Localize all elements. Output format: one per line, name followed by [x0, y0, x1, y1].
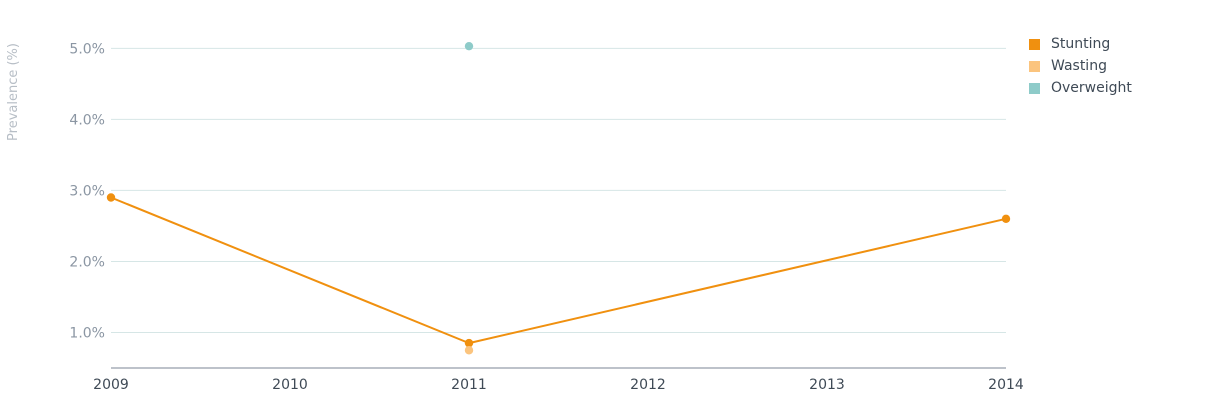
data-point	[464, 41, 474, 51]
series-wasting	[464, 346, 474, 355]
y-axis-title: Prevalence (%)	[6, 43, 21, 141]
series-stunting	[106, 193, 1011, 348]
series-overweight	[464, 41, 474, 51]
data-point	[106, 193, 116, 202]
legend-swatch	[1029, 38, 1040, 50]
legend-item-overweight[interactable]: Overweight	[1029, 77, 1132, 99]
y-tick-label: 3.0%	[69, 183, 105, 199]
grid	[111, 47, 1006, 333]
legend: Stunting Wasting Overweight	[1029, 33, 1132, 99]
x-tick-label: 2014	[988, 377, 1024, 393]
axes: Prevalence (%) 1.0% 2.0% 3.0% 4.0% 5.0% 2009 2…	[6, 41, 1024, 393]
legend-label: Overweight	[1051, 80, 1132, 96]
data-point	[1001, 214, 1011, 224]
y-tick-label: 4.0%	[69, 112, 105, 128]
x-tick-label: 2010	[272, 377, 308, 393]
legend-item-stunting[interactable]: Stunting	[1029, 33, 1132, 55]
legend-item-wasting[interactable]: Wasting	[1029, 55, 1132, 77]
y-tick-label: 1.0%	[69, 325, 105, 341]
x-tick-label: 2009	[93, 377, 129, 393]
series-line	[110, 196, 1007, 345]
legend-label: Wasting	[1051, 58, 1107, 74]
x-tick-label: 2013	[809, 377, 845, 393]
y-tick-label: 5.0%	[69, 41, 105, 57]
x-tick-label: 2011	[451, 377, 487, 393]
x-tick-label: 2012	[630, 377, 666, 393]
data-point	[464, 346, 474, 355]
data-point	[464, 338, 474, 348]
legend-swatch	[1029, 60, 1040, 72]
legend-label: Stunting	[1051, 36, 1111, 52]
legend-swatch	[1029, 82, 1040, 94]
series	[106, 41, 1011, 355]
y-tick-label: 2.0%	[69, 254, 105, 270]
